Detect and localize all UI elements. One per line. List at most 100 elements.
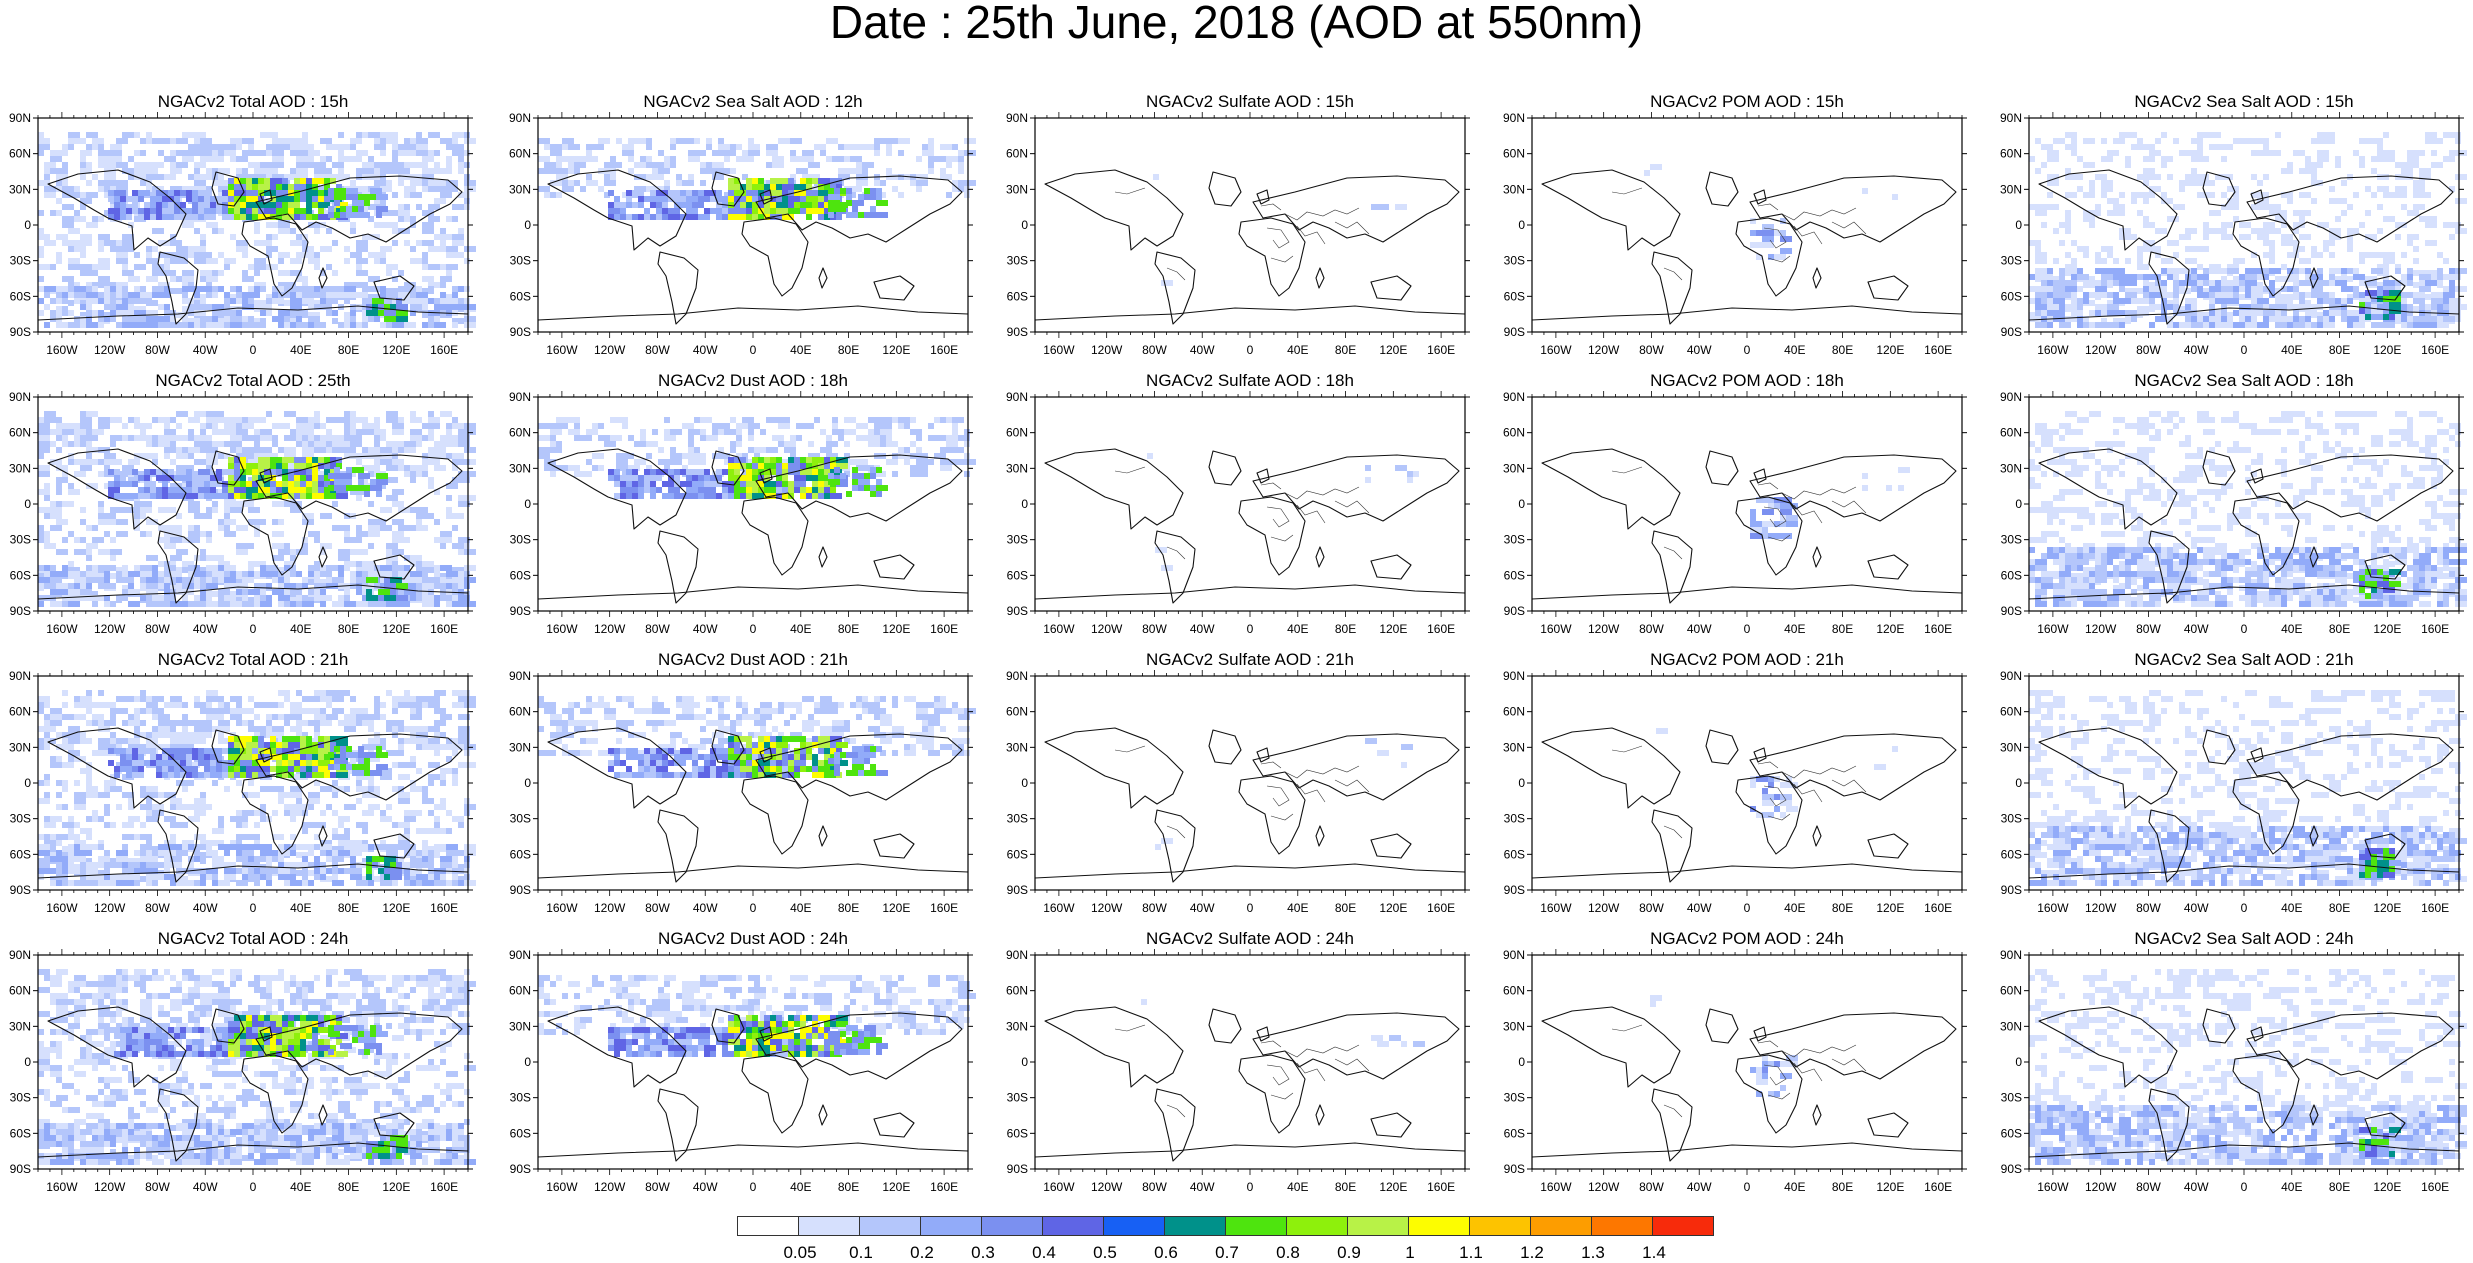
aod-cell [2239,316,2245,322]
aod-cell [876,188,882,194]
aod-cell [2443,274,2449,280]
aod-cell [380,507,392,513]
aod-cell [198,208,204,214]
aod-cell [2155,228,2167,234]
aod-cell [392,144,398,150]
aod-cell [122,132,134,138]
aod-cell [916,156,922,162]
aod-cell [134,132,140,138]
aod-cell [356,168,362,174]
aod-cell [2107,156,2113,162]
aod-cell [248,565,254,571]
aod-cell [2179,150,2191,156]
aod-cell [284,589,290,595]
aod-cell [288,487,294,493]
aod-cell [176,453,188,459]
aod-cell [254,264,266,270]
aod-cell [302,595,308,601]
aod-cell [416,571,422,577]
aod-cell [746,190,752,196]
aod-cell [254,292,260,298]
aod-cell [44,513,50,519]
aod-cell [1750,242,1756,248]
aod-cell [126,493,138,499]
aod-cell [770,178,776,184]
aod-cell [86,292,98,298]
aod-cell [132,481,138,487]
aod-cell [350,252,356,258]
aod-cell [296,316,302,322]
aod-cell [428,477,434,483]
aod-cell [122,507,128,513]
aod-cell [2107,322,2119,328]
aod-cell [176,525,182,531]
aod-cell [362,162,374,168]
aod-cell [404,447,416,453]
lon-tick-label: 40W [193,343,218,357]
aod-cell [356,264,362,270]
aod-cell [116,252,128,258]
aod-cell [170,168,176,174]
aod-cell [234,190,240,196]
aod-cell [652,174,658,180]
aod-cell [440,192,452,198]
aod-cell [122,286,128,292]
aod-cell [206,537,212,543]
aod-cell [464,447,476,453]
lon-tick-label: 160W [546,343,578,357]
aod-cell [2059,316,2065,322]
aod-cell [770,184,776,190]
country-border [1261,204,1281,210]
aod-cell [176,549,188,555]
aod-cell [770,190,782,196]
aod-cell [2161,198,2173,204]
aod-cell [300,493,306,499]
aod-cell [108,481,114,487]
aod-cell [50,571,62,577]
aod-cell [2215,280,2221,286]
coastline [742,218,808,296]
aod-cell [2425,274,2431,280]
aod-cell [2065,210,2071,216]
aod-cell [314,264,320,270]
aod-cell [320,583,326,589]
aod-cell [2269,204,2281,210]
aod-cell [162,208,174,214]
aod-cell [2035,204,2047,210]
lon-tick-label: 160W [1540,343,1572,357]
aod-cell [2269,228,2281,234]
aod-cell [38,507,44,513]
aod-cell [320,595,332,601]
aod-cell [2293,316,2299,322]
aod-cell [2281,240,2293,246]
aod-cell [278,322,284,328]
aod-cell [314,537,320,543]
aod-cell [2407,168,2413,174]
aod-cell [410,477,416,483]
aod-cell [550,150,562,156]
aod-cell [1395,204,1407,210]
aod-cell [242,423,254,429]
aod-cell [212,501,218,507]
aod-cell [138,487,144,493]
aod-cell [254,228,260,234]
aod-cell [236,156,248,162]
aod-cell [44,240,56,246]
aod-cell [68,310,74,316]
aod-cell [2287,322,2293,328]
aod-cell [62,441,68,447]
coastline [1813,268,1821,288]
aod-cell [212,168,218,174]
aod-cell [2077,286,2083,292]
aod-cell [338,168,344,174]
aod-cell [296,417,308,423]
aod-cell [2161,132,2167,138]
aod-cell [222,190,228,196]
aod-cell [374,423,380,429]
aod-cell [56,577,62,583]
aod-cell [776,202,788,208]
aod-cell [2365,302,2371,308]
aod-cell [86,441,92,447]
aod-cell [404,322,416,328]
aod-cell [458,577,464,583]
